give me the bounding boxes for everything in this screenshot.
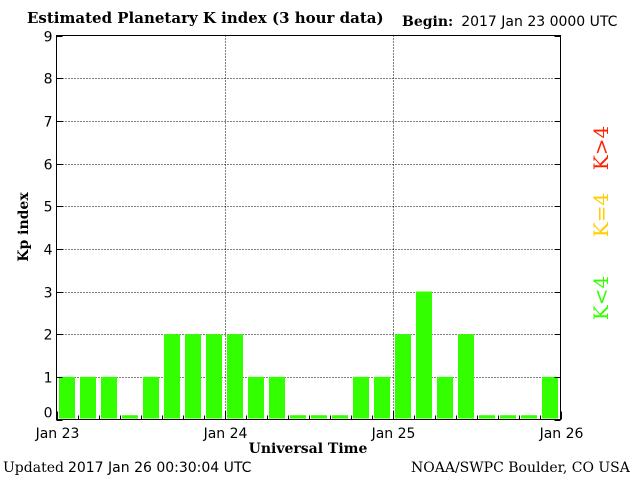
bar-0	[59, 376, 75, 419]
bar-14	[353, 376, 369, 419]
bars	[59, 291, 558, 419]
bar-2	[101, 376, 117, 419]
bar-21	[500, 415, 516, 419]
y-tick-label: 5	[44, 200, 53, 216]
bar-7	[206, 334, 222, 419]
bar-10	[269, 376, 285, 419]
begin-time: Begin: 2017 Jan 23 0000 UTC	[402, 14, 617, 30]
updated-value: 2017 Jan 26 00:30:04 UTC	[67, 460, 252, 476]
bar-9	[248, 376, 264, 419]
bar-5	[164, 334, 180, 419]
y-axis: 0 1 2 3 4 5 6 7 8 9	[44, 30, 561, 422]
bar-3	[122, 415, 138, 419]
x-tick-label: Jan 26	[539, 426, 584, 442]
x-tick-label: Jan 23	[35, 426, 80, 442]
y-tick-label: 0	[44, 406, 53, 422]
legend-item: K=4	[589, 193, 613, 237]
bar-13	[332, 415, 348, 419]
bar-4	[143, 376, 159, 419]
bar-11	[290, 415, 306, 419]
y-tick-label: 3	[44, 286, 53, 302]
bar-8	[227, 334, 243, 419]
y-tick-label: 1	[44, 371, 53, 387]
y-tick-label: 4	[44, 243, 53, 259]
updated-time: Updated 2017 Jan 26 00:30:04 UTC	[3, 460, 251, 476]
plot-frame	[56, 35, 561, 420]
y-tick-label: 9	[44, 30, 53, 46]
credit: NOAA/SWPC Boulder, CO USA	[411, 460, 630, 476]
chart-title: Estimated Planetary K index (3 hour data…	[27, 9, 384, 27]
legend-item: K<4	[589, 276, 613, 320]
x-tick-label: Jan 25	[371, 426, 416, 442]
updated-label: Updated	[3, 460, 64, 476]
bar-20	[479, 415, 495, 419]
bar-6	[185, 334, 201, 419]
bar-18	[437, 376, 453, 419]
begin-value: 2017 Jan 23 0000 UTC	[461, 14, 618, 30]
legend-item: K>4	[589, 126, 613, 170]
bar-19	[458, 334, 474, 419]
begin-label: Begin:	[402, 14, 454, 30]
x-tick-label: Jan 24	[203, 426, 248, 442]
bar-16	[395, 334, 411, 419]
y-tick-label: 7	[44, 115, 53, 131]
x-axis: Jan 23 Jan 24 Jan 25 Jan 26	[35, 411, 584, 442]
bar-1	[80, 376, 96, 419]
bar-22	[521, 415, 537, 419]
grid-lines	[56, 35, 561, 420]
y-axis-label: Kp index	[16, 192, 32, 262]
legend: K<4 K=4 K>4	[589, 126, 613, 320]
bar-12	[311, 415, 327, 419]
y-tick-label: 8	[44, 72, 53, 88]
bar-15	[374, 376, 390, 419]
bar-17	[416, 291, 432, 419]
y-tick-label: 2	[44, 328, 53, 344]
y-tick-label: 6	[44, 158, 53, 174]
x-axis-label: Universal Time	[249, 441, 368, 457]
bar-23	[542, 376, 558, 419]
